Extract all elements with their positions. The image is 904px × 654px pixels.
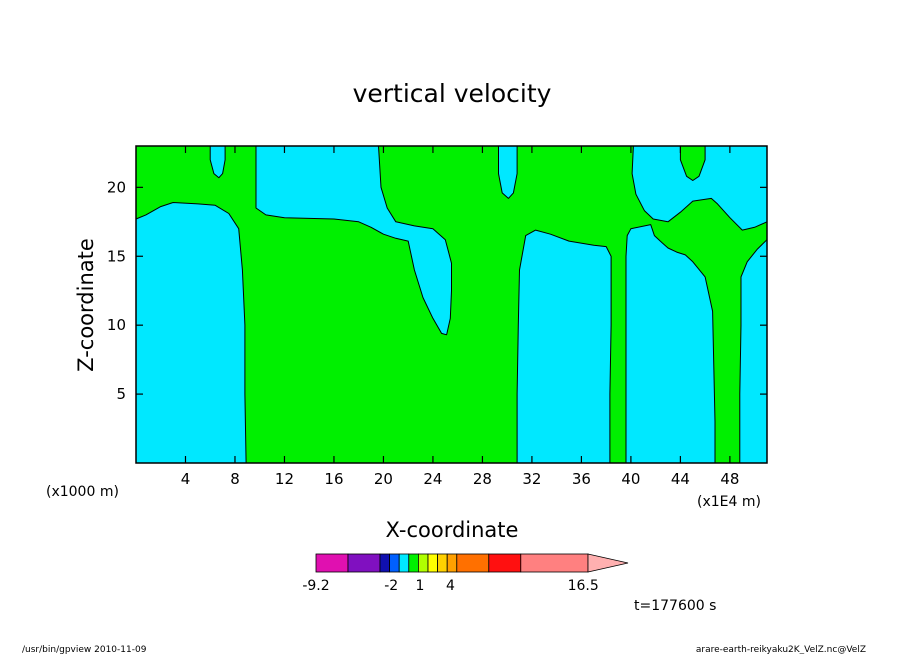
colorbar-tick-label: -2 bbox=[384, 578, 398, 594]
x-tick-label: 40 bbox=[621, 470, 640, 488]
colorbar-segment bbox=[398, 553, 410, 573]
colorbar-segment bbox=[488, 553, 522, 573]
x-tick-label: 32 bbox=[522, 470, 541, 488]
y-tick-label: 5 bbox=[116, 385, 126, 403]
colorbar-segment bbox=[389, 553, 400, 573]
colorbar-segment bbox=[417, 553, 429, 573]
y-tick-label: 20 bbox=[107, 178, 126, 196]
contour-region-7 bbox=[209, 145, 226, 179]
colorbar-tick-label: -9.2 bbox=[302, 578, 329, 594]
contour-region-3 bbox=[516, 229, 612, 464]
contour-region-5 bbox=[739, 239, 768, 464]
contour-region-8 bbox=[498, 145, 518, 199]
colorbar-segment bbox=[437, 553, 448, 573]
x-tick-label: 4 bbox=[181, 470, 191, 488]
contour-region-6 bbox=[631, 145, 768, 231]
time-label: t=177600 s bbox=[634, 598, 716, 614]
colorbar: -9.2 -2 1 4 16.5 bbox=[302, 553, 629, 594]
contour-region-4 bbox=[625, 224, 716, 464]
x-tick-label: 12 bbox=[275, 470, 294, 488]
contour-region-2 bbox=[255, 145, 452, 336]
y-tick-label: 15 bbox=[107, 247, 126, 265]
x-axis-ticks: 4 8 12 16 20 24 28 32 36 40 44 48 bbox=[181, 146, 739, 488]
x-tick-label: 36 bbox=[572, 470, 591, 488]
x-tick-label: 28 bbox=[473, 470, 492, 488]
x-tick-label: 20 bbox=[374, 470, 393, 488]
colorbar-segment bbox=[315, 553, 349, 573]
x-unit-left: (x1000 m) bbox=[46, 484, 119, 500]
colorbar-tick-label: 16.5 bbox=[568, 578, 599, 594]
colorbar-segment bbox=[456, 553, 490, 573]
y-axis-ticks: 5 10 15 20 bbox=[107, 178, 767, 403]
colorbar-segment bbox=[347, 553, 381, 573]
footer-left: /usr/bin/gpview 2010-11-09 bbox=[22, 645, 147, 654]
x-tick-label: 8 bbox=[230, 470, 240, 488]
y-tick-label: 10 bbox=[107, 316, 126, 334]
x-tick-label: 48 bbox=[720, 470, 739, 488]
y-axis-label: Z-coordinate bbox=[74, 238, 98, 372]
plot-frame bbox=[135, 145, 768, 464]
colorbar-arrow bbox=[587, 553, 629, 573]
colorbar-tick-label: 4 bbox=[446, 578, 455, 594]
colorbar-segment bbox=[408, 553, 419, 573]
colorbar-segment bbox=[427, 553, 439, 573]
x-tick-label: 24 bbox=[423, 470, 442, 488]
colorbar-segment bbox=[520, 553, 589, 573]
colorbar-segment bbox=[379, 553, 391, 573]
x-tick-label: 16 bbox=[324, 470, 343, 488]
colorbar-segment bbox=[446, 553, 458, 573]
x-axis-label: X-coordinate bbox=[386, 518, 519, 542]
footer-right: arare-earth-reikyaku2K_VelZ.nc@VelZ bbox=[696, 645, 866, 654]
contour-regions bbox=[135, 145, 768, 464]
x-tick-label: 44 bbox=[671, 470, 690, 488]
chart-title: vertical velocity bbox=[353, 79, 552, 108]
contour-region-1 bbox=[135, 202, 247, 464]
colorbar-tick-label: 1 bbox=[416, 578, 425, 594]
x-unit-right: (x1E4 m) bbox=[697, 494, 761, 510]
